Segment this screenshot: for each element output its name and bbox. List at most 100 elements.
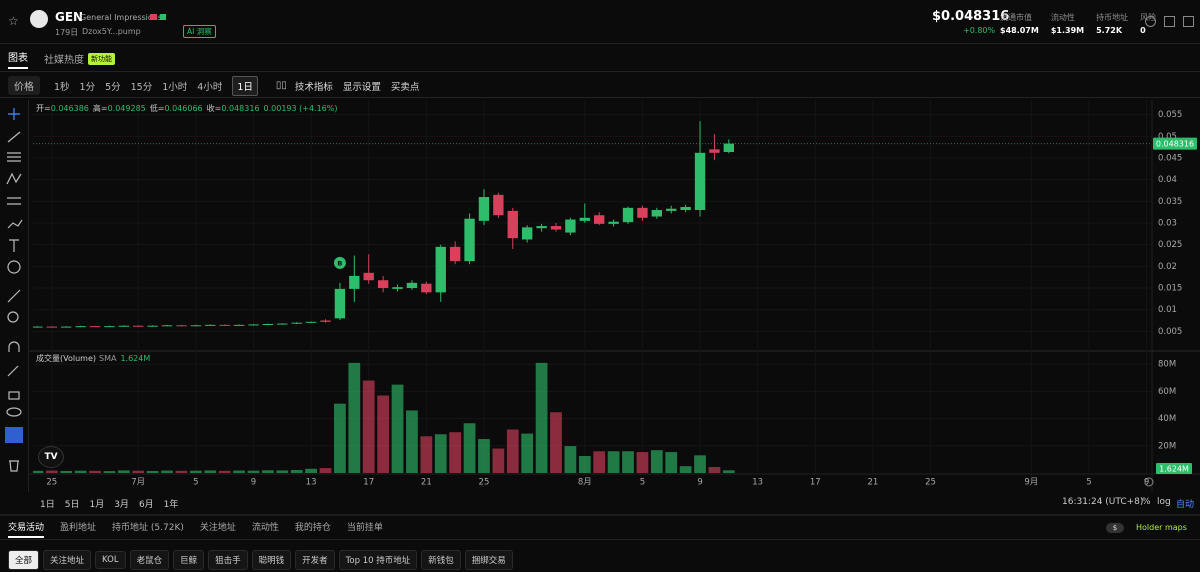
emoji-tool[interactable] [7,260,21,274]
filter-chip[interactable]: Top 10 持币地址 [338,550,418,570]
settings-icon[interactable] [1144,477,1154,487]
candle-body [219,324,230,326]
currency-toggle[interactable]: $ [1106,523,1124,533]
candle-body [594,215,605,224]
stat-value: 0 [1140,26,1146,35]
stat-value: 5.72K [1096,26,1123,35]
candle-body [190,325,202,327]
interval[interactable]: 4小时 [197,81,223,93]
filter-chip[interactable]: 巨鲸 [173,550,205,570]
lock-tool[interactable] [8,391,20,400]
price-mode[interactable]: 价格 [8,76,40,95]
filter-chip[interactable]: KOL [95,551,126,569]
log-option[interactable]: log [1157,497,1171,507]
volume-bar [247,470,260,473]
range[interactable]: 1日 [40,499,55,510]
volume-bar [146,470,159,473]
holder-maps[interactable]: Holder maps [1136,523,1187,532]
range[interactable]: 1年 [163,499,179,510]
channel-tool[interactable] [7,152,21,162]
zoom-tool[interactable] [7,311,19,323]
interval[interactable]: 5分 [105,81,121,93]
visibility-tool[interactable] [6,407,22,417]
toolbar-button[interactable]: 买卖点 [390,81,420,93]
ruler-tool[interactable] [7,289,21,303]
x-tick-label: 9 [1144,478,1149,488]
pattern-tool[interactable] [6,172,22,185]
volume-tick-label: 20M [1158,441,1176,451]
intervals: 1秒 1分 5分 15分 1小时 4小时 1日 [54,75,268,96]
filter-chip[interactable]: 开发者 [295,550,335,570]
range[interactable]: 6月 [138,499,154,510]
candle-body [406,282,418,289]
volume-bar [74,470,87,473]
candle-body [320,320,331,322]
interval[interactable]: 1分 [79,81,96,93]
percent-option[interactable]: % [1142,497,1151,507]
interval[interactable]: 15分 [130,81,153,93]
candle-type-icon[interactable]: ▯▯ [275,80,287,91]
divider [0,514,1200,516]
bottom-tab[interactable]: 流动性 [251,522,279,533]
line-tool[interactable] [7,131,21,143]
tab[interactable]: 图表 [8,49,28,69]
tab[interactable]: 社媒热度 [44,55,84,66]
toolbar-button[interactable]: 显示设置 [342,81,381,93]
bottom-tab[interactable]: 持币地址 (5.72K) [112,522,184,533]
favorite-star[interactable]: ☆ [8,14,19,28]
filter-chip[interactable]: 狙击手 [208,550,248,570]
text-tool[interactable] [9,239,19,252]
clock: 16:31:24 (UTC+8) [1062,497,1144,507]
volume-bar [521,433,534,473]
toolbar-button[interactable]: 技术指标 [294,81,333,93]
stat-value: $1.39M [1050,26,1085,35]
filter-chip[interactable]: 关注地址 [43,550,92,570]
volume-bar [478,439,490,473]
range[interactable]: 5日 [64,499,80,510]
x-tick-label: 17 [363,478,374,488]
toolbar: 价格 1秒 1分 5分 15分 1小时 4小时 1日 ▯▯ 技术指标 显示设置 买卖点 [0,74,1200,98]
filter-chip[interactable]: 老鼠仓 [129,550,170,570]
bottom-tab[interactable]: 盈利地址 [60,522,97,533]
volume-bar [506,429,519,473]
fib-tool[interactable] [7,197,21,205]
tradingview-logo: TV [38,446,64,468]
filter-chip[interactable]: 全部 [8,550,40,570]
volume-bar [622,451,634,473]
bottom-tab[interactable]: 关注地址 [199,522,236,533]
candle-body [435,246,446,293]
bottom-tab[interactable]: 我的持仓 [294,522,331,533]
bottom-tab[interactable]: 交易活动 [8,520,45,538]
icon[interactable] [1145,16,1156,27]
interval[interactable]: 1小时 [162,81,188,93]
volume-bar [564,446,577,473]
volume-bar [233,470,245,473]
draw-mode-tool[interactable] [7,365,19,377]
delete-tool[interactable] [9,460,19,472]
volume-bar [33,470,44,473]
crosshair-tool[interactable] [8,108,20,120]
volume-bar [722,470,735,473]
volume-bar [161,470,173,473]
address[interactable]: Dzox5Y...pump [82,27,141,36]
range[interactable]: 3月 [114,499,129,510]
magnet-tool[interactable] [8,341,20,352]
link-tool[interactable] [5,427,23,443]
range[interactable]: 1月 [89,499,105,510]
icon[interactable] [1183,16,1194,27]
candle-body [305,321,317,323]
icon[interactable] [1164,16,1175,27]
interval[interactable]: 1日 [232,75,258,96]
filter-chip[interactable]: 新钱包 [421,550,461,570]
candle-body [161,325,173,327]
stat-label: 流动性 [1050,13,1075,22]
volume-bar [175,470,188,473]
ai-badge[interactable]: AI 洞察 [183,25,216,38]
x-tick-label: 5 [193,478,198,488]
auto-option[interactable]: 自动 [1176,500,1195,510]
interval[interactable]: 1秒 [54,81,70,93]
filter-chip[interactable]: 聪明钱 [251,550,292,570]
bottom-tab[interactable]: 当前挂单 [346,522,383,533]
brush-tool[interactable] [7,219,23,229]
filter-chip[interactable]: 捆绑交易 [464,550,513,570]
